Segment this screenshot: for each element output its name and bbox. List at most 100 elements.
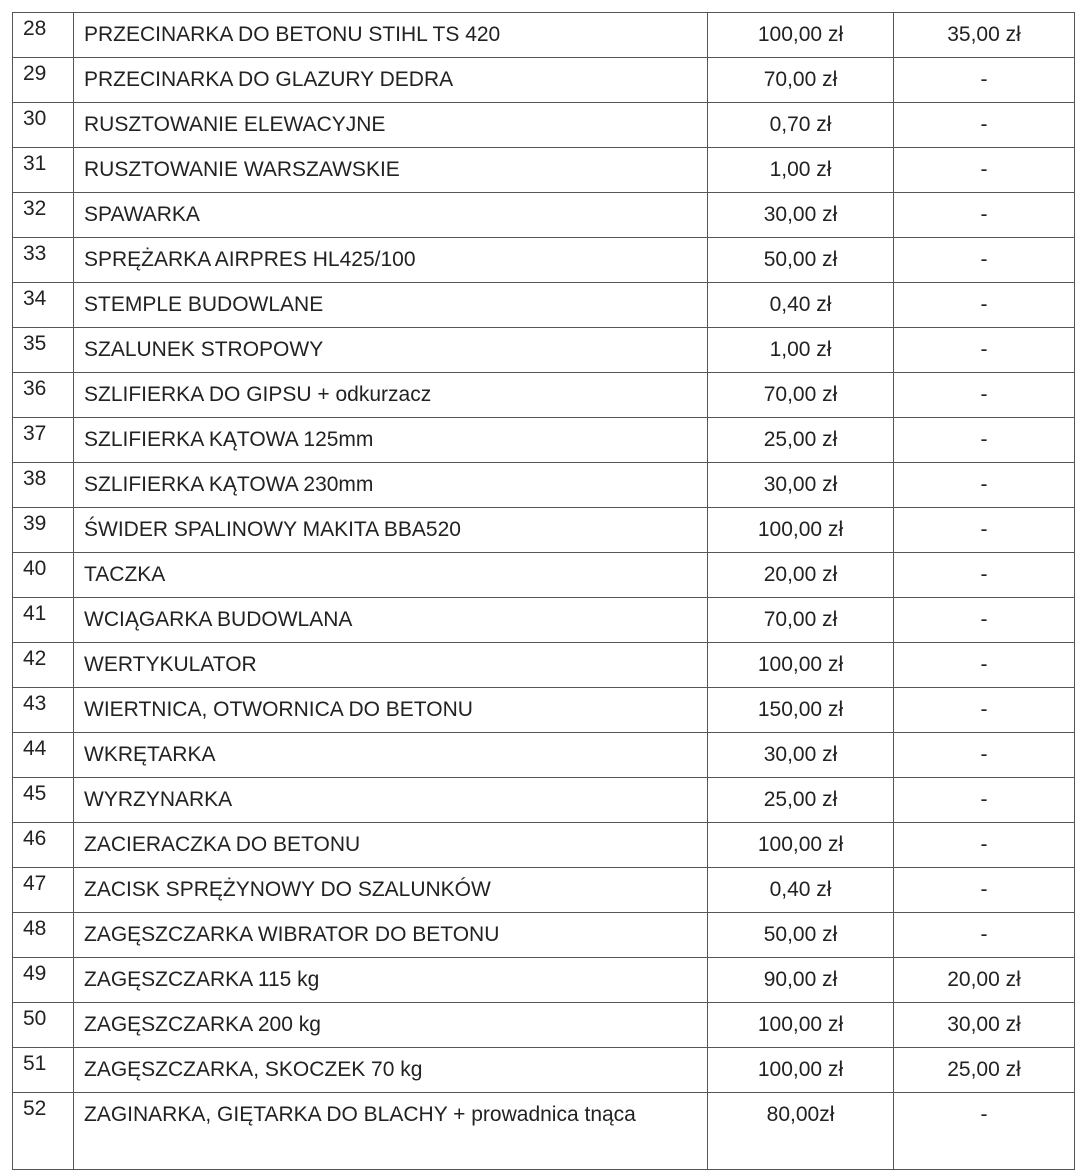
row-number: 36 [12,372,74,418]
table-row: 38 SZLIFIERKA KĄTOWA 230mm 30,00 zł - [12,462,1075,508]
table-row: 31 RUSZTOWANIE WARSZAWSKIE 1,00 zł - [12,147,1075,193]
item-name: ZACISK SPRĘŻYNOWY DO SZALUNKÓW [73,867,708,913]
price: 70,00 zł [707,57,894,103]
item-name: ZAGĘSZCZARKA 115 kg [73,957,708,1003]
extra-price: - [893,282,1075,328]
extra-price: 25,00 zł [893,1047,1075,1093]
table-row: 52 ZAGINARKA, GIĘTARKA DO BLACHY + prowad… [12,1092,1075,1170]
extra-price: - [893,102,1075,148]
price: 100,00 zł [707,642,894,688]
price: 100,00 zł [707,1047,894,1093]
item-name: WYRZYNARKA [73,777,708,823]
row-number: 32 [12,192,74,238]
item-name: ZAGINARKA, GIĘTARKA DO BLACHY + prowadni… [73,1092,708,1170]
item-name: SZLIFIERKA KĄTOWA 230mm [73,462,708,508]
item-name: RUSZTOWANIE WARSZAWSKIE [73,147,708,193]
price: 50,00 zł [707,912,894,958]
item-name: ZAGĘSZCZARKA 200 kg [73,1002,708,1048]
table-row: 32 SPAWARKA 30,00 zł - [12,192,1075,238]
item-name: RUSZTOWANIE ELEWACYJNE [73,102,708,148]
row-number: 51 [12,1047,74,1093]
item-name: ZAGĘSZCZARKA, SKOCZEK 70 kg [73,1047,708,1093]
item-name: ŚWIDER SPALINOWY MAKITA BBA520 [73,507,708,553]
item-name: SPRĘŻARKA AIRPRES HL425/100 [73,237,708,283]
page: 28 PRZECINARKA DO BETONU STIHL TS 420 100,… [12,12,1075,1170]
item-name: TACZKA [73,552,708,598]
item-name: ZACIERACZKA DO BETONU [73,822,708,868]
row-number: 34 [12,282,74,328]
price: 20,00 zł [707,552,894,598]
row-number: 30 [12,102,74,148]
table-row: 29 PRZECINARKA DO GLAZURY DEDRA 70,00 zł - [12,57,1075,103]
price: 100,00 zł [707,507,894,553]
price: 50,00 zł [707,237,894,283]
price: 1,00 zł [707,147,894,193]
extra-price: - [893,147,1075,193]
item-name: WKRĘTARKA [73,732,708,778]
row-number: 28 [12,12,74,58]
extra-price: - [893,687,1075,733]
item-name: WERTYKULATOR [73,642,708,688]
price: 100,00 zł [707,12,894,58]
row-number: 41 [12,597,74,643]
price: 80,00zł [707,1092,894,1170]
row-number: 49 [12,957,74,1003]
extra-price: - [893,867,1075,913]
table-row: 37 SZLIFIERKA KĄTOWA 125mm 25,00 zł - [12,417,1075,463]
extra-price: - [893,237,1075,283]
price: 100,00 zł [707,1002,894,1048]
extra-price: - [893,327,1075,373]
item-name: PRZECINARKA DO BETONU STIHL TS 420 [73,12,708,58]
row-number: 42 [12,642,74,688]
extra-price: - [893,192,1075,238]
table-row: 42 WERTYKULATOR 100,00 zł - [12,642,1075,688]
row-number: 46 [12,822,74,868]
table-row: 43 WIERTNICA, OTWORNICA DO BETONU 150,00 z… [12,687,1075,733]
table-row: 35 SZALUNEK STROPOWY 1,00 zł - [12,327,1075,373]
table-row: 30 RUSZTOWANIE ELEWACYJNE 0,70 zł - [12,102,1075,148]
row-number: 31 [12,147,74,193]
row-number: 37 [12,417,74,463]
row-number: 44 [12,732,74,778]
table-row: 44 WKRĘTARKA 30,00 zł - [12,732,1075,778]
table-row: 49 ZAGĘSZCZARKA 115 kg 90,00 zł 20,00 zł [12,957,1075,1003]
row-number: 47 [12,867,74,913]
item-name: SZLIFIERKA DO GIPSU + odkurzacz [73,372,708,418]
extra-price: - [893,462,1075,508]
price: 0,40 zł [707,867,894,913]
extra-price: - [893,372,1075,418]
price-table: 28 PRZECINARKA DO BETONU STIHL TS 420 100,… [12,12,1075,1170]
extra-price: - [893,642,1075,688]
table-row: 34 STEMPLE BUDOWLANE 0,40 zł - [12,282,1075,328]
table-row: 41 WCIĄGARKA BUDOWLANA 70,00 zł - [12,597,1075,643]
table-row: 48 ZAGĘSZCZARKA WIBRATOR DO BETONU 50,00 z… [12,912,1075,958]
price: 30,00 zł [707,192,894,238]
extra-price: - [893,732,1075,778]
table-row: 45 WYRZYNARKA 25,00 zł - [12,777,1075,823]
row-number: 45 [12,777,74,823]
item-name: ZAGĘSZCZARKA WIBRATOR DO BETONU [73,912,708,958]
item-name: WIERTNICA, OTWORNICA DO BETONU [73,687,708,733]
price: 70,00 zł [707,372,894,418]
row-number: 40 [12,552,74,598]
price: 0,70 zł [707,102,894,148]
extra-price: - [893,912,1075,958]
row-number: 33 [12,237,74,283]
extra-price: 35,00 zł [893,12,1075,58]
table-row: 47 ZACISK SPRĘŻYNOWY DO SZALUNKÓW 0,40 zł - [12,867,1075,913]
item-name: SZALUNEK STROPOWY [73,327,708,373]
row-number: 29 [12,57,74,103]
price: 0,40 zł [707,282,894,328]
table-row: 33 SPRĘŻARKA AIRPRES HL425/100 50,00 zł - [12,237,1075,283]
row-number: 50 [12,1002,74,1048]
price: 150,00 zł [707,687,894,733]
price: 30,00 zł [707,462,894,508]
table-row: 36 SZLIFIERKA DO GIPSU + odkurzacz 70,00 z… [12,372,1075,418]
extra-price: - [893,777,1075,823]
table-row: 46 ZACIERACZKA DO BETONU 100,00 zł - [12,822,1075,868]
extra-price: - [893,57,1075,103]
row-number: 43 [12,687,74,733]
table-row: 51 ZAGĘSZCZARKA, SKOCZEK 70 kg 100,00 zł 25… [12,1047,1075,1093]
extra-price: - [893,822,1075,868]
extra-price: - [893,597,1075,643]
